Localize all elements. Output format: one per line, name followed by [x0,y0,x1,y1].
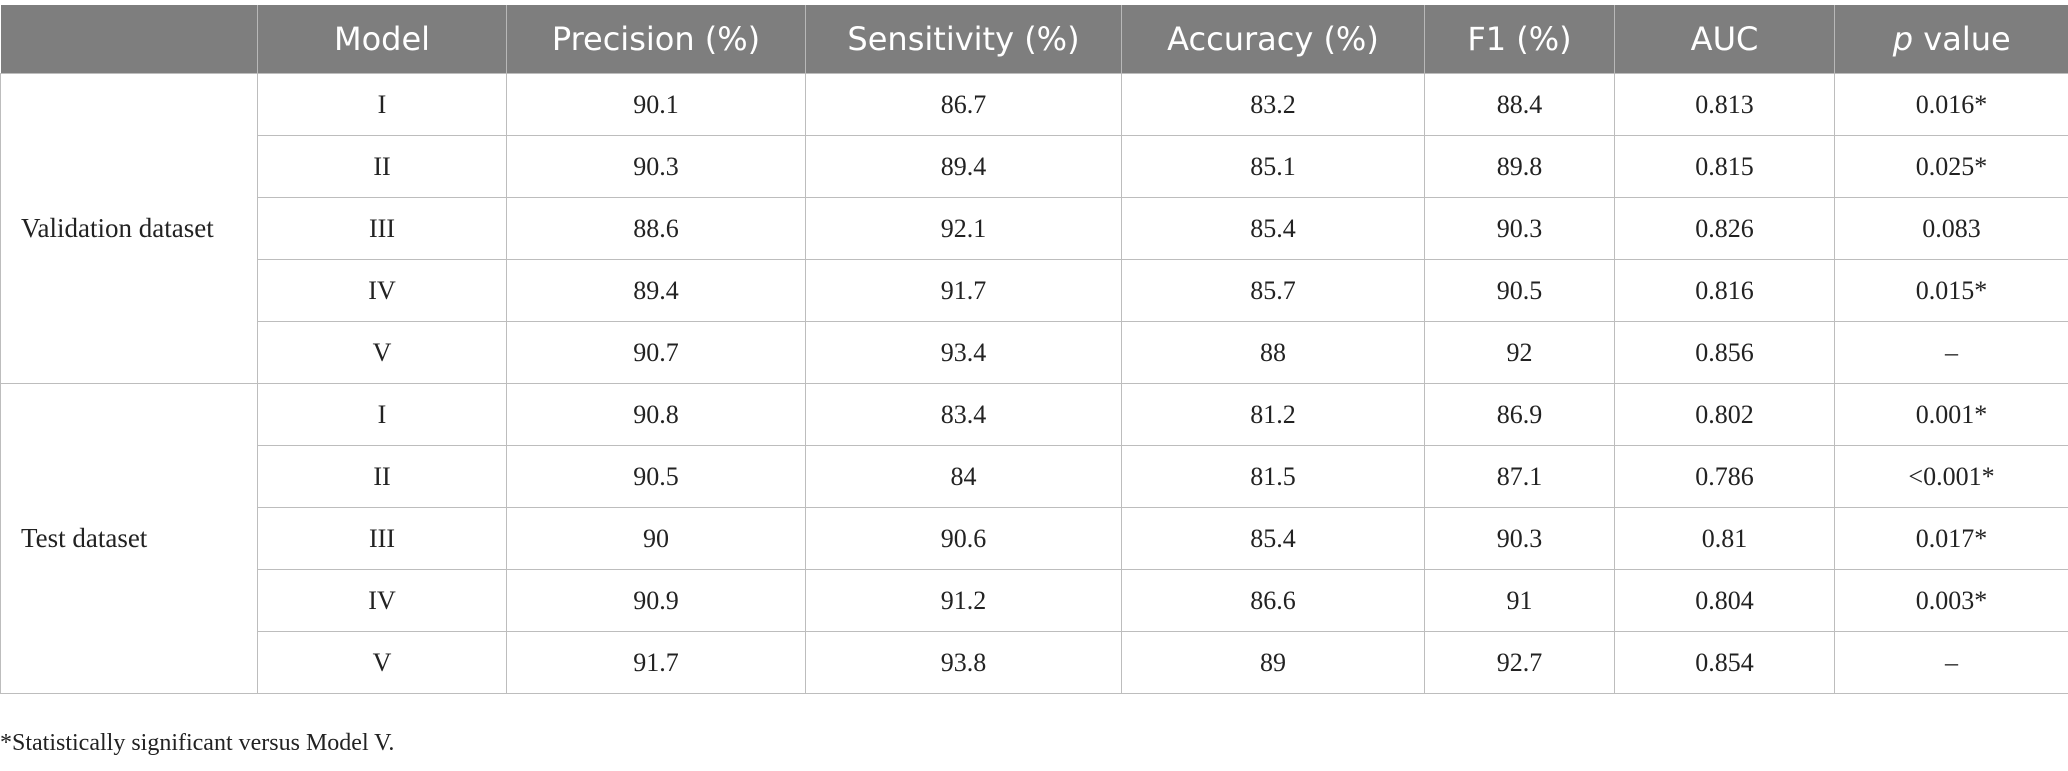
f1-cell: 86.9 [1424,383,1615,446]
p-value-cell: 0.016* [1834,73,2068,136]
auc-cell: 0.804 [1614,569,1835,632]
f1-cell: 92.7 [1424,631,1615,694]
table-row: III 88.6 92.1 85.4 90.3 0.826 0.083 [1,197,2068,260]
model-cell: V [257,631,507,694]
model-cell: III [257,197,507,260]
header-model: Model [257,5,507,74]
f1-cell: 90.3 [1424,197,1615,260]
header-sensitivity: Sensitivity (%) [805,5,1122,74]
f1-cell: 89.8 [1424,135,1615,198]
model-cell: II [257,135,507,198]
precision-cell: 90.7 [506,321,806,384]
model-cell: IV [257,259,507,322]
p-value-cell: 0.015* [1834,259,2068,322]
auc-cell: 0.802 [1614,383,1835,446]
sensitivity-cell: 83.4 [805,383,1122,446]
f1-cell: 91 [1424,569,1615,632]
header-p-letter: p [1892,20,1914,58]
p-value-cell: 0.083 [1834,197,2068,260]
precision-cell: 89.4 [506,259,806,322]
sensitivity-cell: 84 [805,445,1122,508]
header-p-value: p value [1834,5,2068,74]
accuracy-cell: 85.4 [1121,507,1425,570]
group-label: Test dataset [0,383,258,694]
model-cell: V [257,321,507,384]
accuracy-cell: 85.7 [1121,259,1425,322]
table-row: IV 89.4 91.7 85.7 90.5 0.816 0.015* [1,259,2068,322]
sensitivity-cell: 93.8 [805,631,1122,694]
model-cell: I [257,73,507,136]
header-accuracy: Accuracy (%) [1121,5,1425,74]
auc-cell: 0.813 [1614,73,1835,136]
sensitivity-cell: 91.2 [805,569,1122,632]
table-row: V 90.7 93.4 88 92 0.856– [1,321,2068,384]
sensitivity-cell: 91.7 [805,259,1122,322]
accuracy-cell: 83.2 [1121,73,1425,136]
precision-cell: 88.6 [506,197,806,260]
auc-cell: 0.856 [1614,321,1835,384]
accuracy-cell: 86.6 [1121,569,1425,632]
precision-cell: 90 [506,507,806,570]
accuracy-cell: 85.1 [1121,135,1425,198]
model-cell: IV [257,569,507,632]
auc-cell: 0.81 [1614,507,1835,570]
p-value-cell: – [1834,631,2068,694]
sensitivity-cell: 86.7 [805,73,1122,136]
table-row: IV 90.9 91.2 86.6 91 0.804 0.003* [1,569,2068,632]
auc-cell: 0.815 [1614,135,1835,198]
precision-cell: 90.1 [506,73,806,136]
header-f1: F1 (%) [1424,5,1615,74]
table-row: Validation dataset I 90.1 86.7 83.2 88.4 0.813… [0,73,2068,384]
precision-cell: 90.5 [506,445,806,508]
sensitivity-cell: 93.4 [805,321,1122,384]
precision-cell: 91.7 [506,631,806,694]
f1-cell: 92 [1424,321,1615,384]
model-cell: II [257,445,507,508]
auc-cell: 0.816 [1614,259,1835,322]
accuracy-cell: 88 [1121,321,1425,384]
sensitivity-cell: 92.1 [805,197,1122,260]
precision-cell: 90.9 [506,569,806,632]
model-cell: I [257,383,507,446]
header-auc: AUC [1614,5,1835,74]
accuracy-cell: 85.4 [1121,197,1425,260]
table-row: V 91.7 93.8 89 92.7 0.854– [1,631,2068,694]
group-label: Validation dataset [0,73,258,384]
auc-cell: 0.826 [1614,197,1835,260]
precision-cell: 90.8 [506,383,806,446]
sensitivity-cell: 90.6 [805,507,1122,570]
table-body: Validation dataset I 90.1 86.7 83.2 88.4 0.813… [0,73,2068,694]
table-row: III 90 90.6 85.4 90.3 0.81 0.017* [1,507,2068,570]
accuracy-cell: 89 [1121,631,1425,694]
table-row: Test dataset I 90.8 83.4 81.2 86.9 0.802 0.001* [0,383,2068,694]
header-precision: Precision (%) [506,5,806,74]
table-row: II 90.3 89.4 85.1 89.8 0.815 0.025* [1,135,2068,198]
header-p-rest: value [1913,20,2011,58]
results-table: Model Precision (%) Sensitivity (%) Accu… [0,5,2068,694]
header-group [0,5,258,74]
p-value-cell: 0.003* [1834,569,2068,632]
header-row: Model Precision (%) Sensitivity (%) Accu… [0,5,2068,74]
model-cell: III [257,507,507,570]
f1-cell: 90.3 [1424,507,1615,570]
table-footnote: *Statistically significant versus Model … [0,730,395,756]
accuracy-cell: 81.2 [1121,383,1425,446]
f1-cell: 90.5 [1424,259,1615,322]
accuracy-cell: 81.5 [1121,445,1425,508]
p-value-cell: 0.017* [1834,507,2068,570]
p-value-cell: <0.001* [1834,445,2068,508]
precision-cell: 90.3 [506,135,806,198]
f1-cell: 87.1 [1424,445,1615,508]
auc-cell: 0.786 [1614,445,1835,508]
p-value-cell: 0.001* [1834,383,2068,446]
auc-cell: 0.854 [1614,631,1835,694]
f1-cell: 88.4 [1424,73,1615,136]
p-value-cell: – [1834,321,2068,384]
p-value-cell: 0.025* [1834,135,2068,198]
sensitivity-cell: 89.4 [805,135,1122,198]
table-row: II 90.5 84 81.5 87.1 0.786 <0.001* [1,445,2068,508]
